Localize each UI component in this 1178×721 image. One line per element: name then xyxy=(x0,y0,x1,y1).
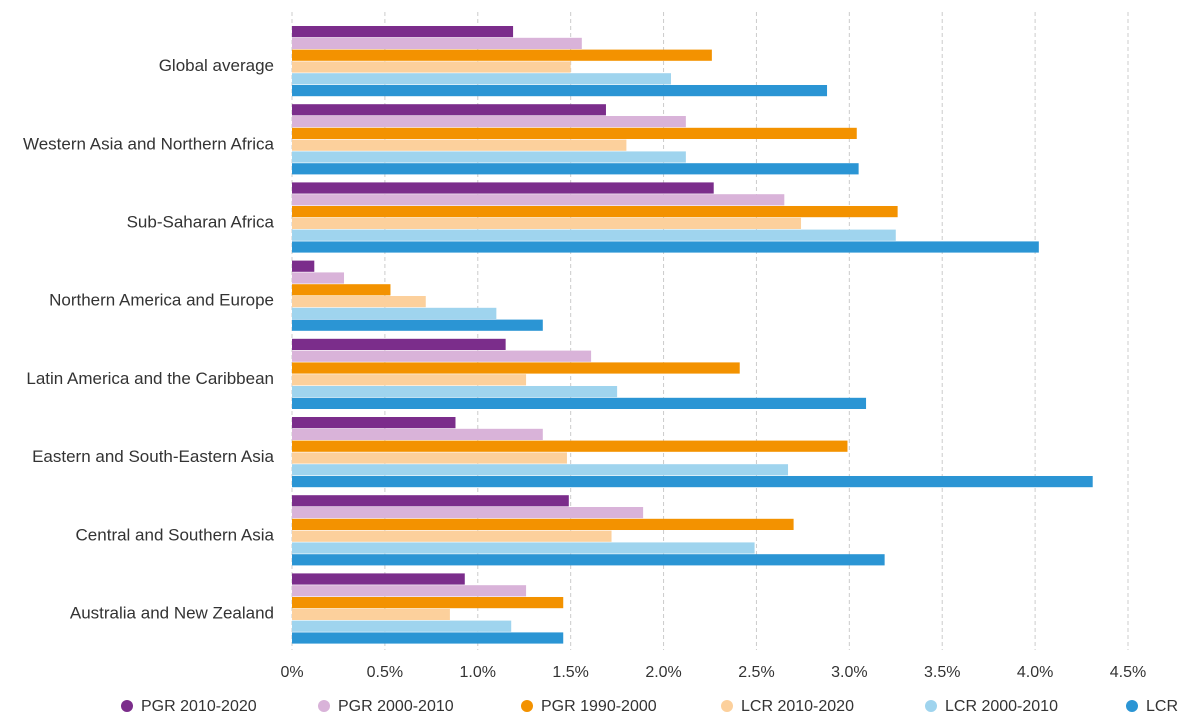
legend-marker xyxy=(721,700,733,712)
bar xyxy=(292,585,527,597)
legend-marker xyxy=(121,700,133,712)
bar xyxy=(292,163,859,175)
bar xyxy=(292,151,686,163)
category-label: Australia and New Zealand xyxy=(70,604,274,623)
bar xyxy=(292,440,848,452)
category-label: Central and Southern Asia xyxy=(76,525,275,544)
bar xyxy=(292,206,898,218)
legend-label: LCR 1990-2000 xyxy=(1146,698,1178,715)
bar xyxy=(292,241,1039,253)
bar xyxy=(292,85,828,97)
bar xyxy=(292,217,802,229)
bar xyxy=(292,49,712,61)
category-label: Latin America and the Caribbean xyxy=(26,369,274,388)
category-label: Global average xyxy=(159,56,274,75)
bar xyxy=(292,139,627,151)
bar xyxy=(292,542,755,554)
bar xyxy=(292,127,857,139)
bar xyxy=(292,26,514,38)
category-label: Sub-Saharan Africa xyxy=(127,213,275,232)
bar xyxy=(292,307,497,319)
bar xyxy=(292,37,582,49)
legend-marker xyxy=(925,700,937,712)
bar xyxy=(292,284,391,296)
legend-marker xyxy=(1126,700,1138,712)
x-tick-label: 1.5% xyxy=(552,664,588,681)
bar xyxy=(292,452,567,464)
bar xyxy=(292,73,671,85)
bar xyxy=(292,374,527,386)
legend-marker xyxy=(521,700,533,712)
x-tick-label: 2.5% xyxy=(738,664,774,681)
bar xyxy=(292,272,345,284)
x-tick-label: 0% xyxy=(280,664,303,681)
category-label: Eastern and South-Eastern Asia xyxy=(32,447,274,466)
bar xyxy=(292,476,1093,488)
bar xyxy=(292,319,543,331)
category-labels: Global average Western Asia and Northern … xyxy=(23,56,275,622)
bar xyxy=(292,61,571,73)
x-tick-label: 2.0% xyxy=(645,664,681,681)
x-tick-label: 1.0% xyxy=(460,664,496,681)
legend-marker xyxy=(318,700,330,712)
bar xyxy=(292,417,456,429)
category-label: Northern America and Europe xyxy=(49,291,274,310)
bar xyxy=(292,608,450,620)
bar xyxy=(292,260,315,272)
legend-label: LCR 2010-2020 xyxy=(741,698,854,715)
bar xyxy=(292,229,896,241)
bar xyxy=(292,573,465,585)
legend: PGR 2010-2020 PGR 2000-2010 PGR 1990-2000 L… xyxy=(121,698,1178,715)
bar xyxy=(292,530,612,542)
bar xyxy=(292,507,644,519)
bar xyxy=(292,296,426,308)
x-tick-label: 3.5% xyxy=(924,664,960,681)
legend-label: PGR 1990-2000 xyxy=(541,698,657,715)
bar xyxy=(292,518,794,530)
bar xyxy=(292,632,564,644)
bar xyxy=(292,338,506,350)
category-label: Western Asia and Northern Africa xyxy=(23,134,275,153)
bar xyxy=(292,386,618,398)
bar xyxy=(292,104,606,116)
bar xyxy=(292,182,714,194)
x-tick-label: 3.0% xyxy=(831,664,867,681)
bar xyxy=(292,464,789,476)
bar xyxy=(292,350,592,362)
legend-label: PGR 2010-2020 xyxy=(141,698,257,715)
bar xyxy=(292,620,512,632)
bar xyxy=(292,362,740,374)
bar xyxy=(292,428,543,440)
x-tick-label: 4.0% xyxy=(1017,664,1053,681)
bar xyxy=(292,495,569,507)
bars xyxy=(292,26,1093,644)
x-tick-labels: 0% 0.5% 1.0% 1.5% 2.0% 2.5% 3.0% 3.5% 4.0% 4.5% xyxy=(280,664,1146,681)
legend-label: LCR 2000-2010 xyxy=(945,698,1058,715)
legend-label: PGR 2000-2010 xyxy=(338,698,454,715)
x-tick-label: 0.5% xyxy=(367,664,403,681)
bar xyxy=(292,554,885,566)
bar xyxy=(292,597,564,609)
bar xyxy=(292,397,867,409)
x-tick-label: 4.5% xyxy=(1110,664,1146,681)
bar xyxy=(292,194,785,206)
bar xyxy=(292,116,686,128)
